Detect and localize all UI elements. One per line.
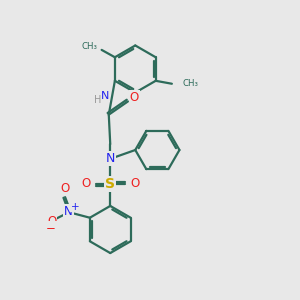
Text: N: N — [106, 152, 115, 165]
Text: O: O — [47, 215, 56, 228]
Text: −: − — [46, 222, 56, 235]
Text: N: N — [64, 205, 73, 218]
Text: O: O — [61, 182, 70, 195]
Text: CH₃: CH₃ — [81, 42, 97, 51]
Text: +: + — [71, 202, 80, 212]
Text: H: H — [94, 95, 101, 105]
Text: CH₃: CH₃ — [182, 79, 198, 88]
Text: S: S — [105, 177, 115, 191]
Text: O: O — [81, 177, 90, 190]
Text: O: O — [130, 92, 139, 104]
Text: N: N — [101, 91, 110, 101]
Text: O: O — [130, 177, 139, 190]
